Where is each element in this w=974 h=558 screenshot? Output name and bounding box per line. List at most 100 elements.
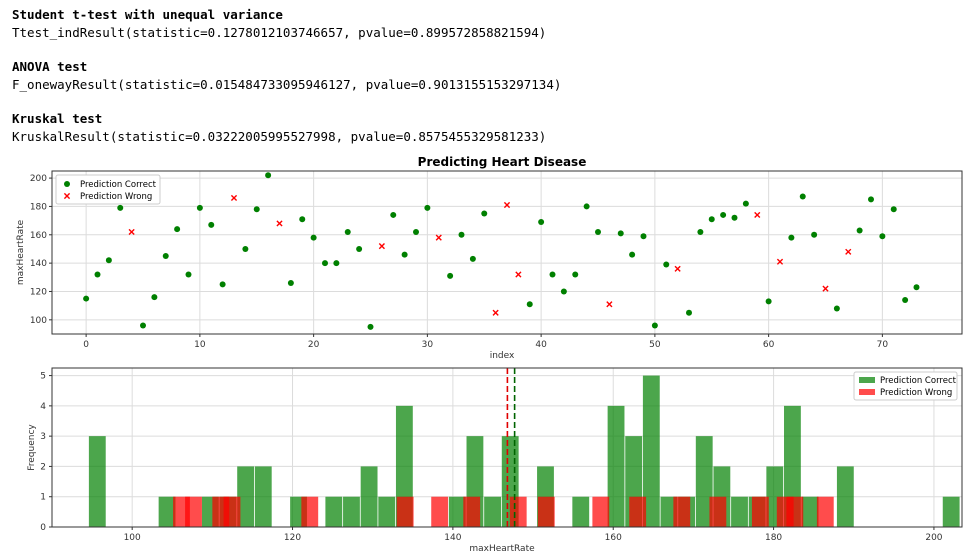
histogram-bar-wrong [396, 496, 414, 527]
scatter-point-correct [458, 231, 465, 238]
scatter-point-wrong [606, 301, 613, 308]
scatter-point-correct [879, 233, 886, 240]
scatter-point-correct [413, 228, 419, 235]
scatter-chart: 0 10 20 30 40 50 60 70 100 120 140 160 180 200 Predict… [16, 155, 963, 361]
scatter-point-wrong [674, 265, 681, 272]
scatter-point-correct [833, 305, 840, 312]
histogram-x-tick-label: 140 [444, 533, 461, 543]
scatter-point-wrong [492, 309, 499, 316]
scatter-x-tick-label: 60 [763, 340, 775, 350]
anova-result: F_onewayResult(statistic=0.0154847330959… [12, 77, 562, 92]
histogram-chart: 100 120 140 160 180 200 0 1 2 3 4 5 maxHeartRate Freq… [27, 367, 963, 554]
scatter-x-tick-label: 0 [83, 340, 89, 350]
charts-figure: 0 10 20 30 40 50 60 70100120140160180200Predict… [16, 155, 963, 554]
scatter-point-correct [811, 231, 818, 238]
histogram-bar-correct [660, 496, 678, 527]
scatter-point-wrong [754, 211, 761, 219]
legend-swatch-correct [859, 377, 875, 383]
histogram-bar-wrong [816, 496, 834, 527]
scatter-x-tick-label: 20 [308, 340, 320, 350]
scatter-point-correct [344, 228, 351, 235]
scatter-point-wrong [128, 228, 135, 236]
kruskal-heading: Kruskal test [12, 111, 103, 126]
scatter-point-correct [242, 245, 249, 252]
legend-label-wrong: Prediction Wrong [80, 192, 152, 202]
scatter-point-correct [185, 271, 192, 278]
scatter-point-correct [401, 251, 408, 258]
histogram-y-tick-label: 4 [40, 402, 46, 412]
scatter-point-wrong-stroke [776, 258, 784, 265]
histogram-legend-box [853, 371, 958, 401]
histogram-bar-correct [642, 375, 660, 527]
scatter-point-correct [617, 230, 624, 237]
scatter-point-wrong [845, 248, 852, 255]
scatter-point-correct [595, 228, 601, 235]
scatter-point-correct [424, 204, 431, 211]
scatter-point-correct [538, 219, 545, 226]
histogram-bar-wrong [301, 496, 319, 527]
legend-marker-wrong [63, 192, 71, 200]
scatter-x-tick-label: 50 [649, 340, 661, 350]
scatter-point-correct [196, 204, 203, 211]
scatter-x-tick-label: 30 [422, 340, 434, 350]
histogram-bar-correct [572, 496, 590, 527]
scatter-point-correct [731, 214, 738, 221]
ttest-result: Ttest_indResult(statistic=0.127801210374… [12, 25, 547, 40]
scatter-point-correct [83, 295, 90, 302]
scatter-point-wrong [276, 220, 283, 227]
scatter-y-tick-label: 140 [30, 259, 47, 269]
histogram-x-tick-label: 120 [284, 533, 301, 543]
histogram-bar-correct [325, 496, 343, 527]
scatter-point-correct [856, 227, 863, 234]
histogram-bar-correct [731, 496, 748, 527]
histogram-frame [51, 367, 963, 528]
histogram-bar-correct [836, 466, 854, 527]
legend-label-correct: Prediction Correct [880, 376, 957, 386]
scatter-point-correct [902, 296, 909, 303]
scatter-point-correct [310, 234, 317, 241]
scatter-point-wrong-stroke [515, 271, 522, 278]
scatter-x-tick-label: 70 [877, 340, 889, 350]
scatter-point-wrong-stroke [845, 248, 852, 255]
histogram-bar-correct [254, 466, 272, 527]
scatter-point-wrong [515, 271, 522, 278]
scatter-point-correct [651, 322, 658, 329]
ttest-block: Student t-test with unequal variance Tte… [12, 6, 962, 42]
histogram-x-tick-label: 160 [605, 533, 622, 543]
scatter-point-wrong [435, 234, 442, 241]
scatter-y-tick-label: 100 [30, 316, 47, 326]
scatter-title: Predicting Heart Disease [418, 155, 587, 169]
scatter-legend-box [55, 174, 161, 205]
anova-block: ANOVA test F_onewayResult(statistic=0.01… [12, 58, 962, 94]
histogram-bar-correct [695, 436, 713, 527]
histogram-bar-wrong [751, 496, 769, 527]
histogram-bar-wrong [463, 496, 481, 527]
histogram-bar-wrong [431, 496, 449, 527]
scatter-point-correct [788, 234, 795, 241]
scatter-point-correct [583, 203, 590, 210]
histogram-bar-wrong [185, 496, 202, 527]
histogram-bar-correct [378, 496, 396, 527]
kruskal-block: Kruskal test KruskalResult(statistic=0.0… [12, 110, 962, 146]
scatter-point-correct [640, 233, 647, 240]
histogram-bar-wrong [537, 496, 555, 527]
histogram-bar-wrong [629, 496, 647, 527]
scatter-point-correct [253, 206, 260, 213]
legend-swatch-wrong [859, 389, 875, 395]
scatter-frame [51, 170, 963, 335]
scatter-point-wrong-stroke [276, 220, 283, 227]
histogram-bar-correct [942, 496, 960, 527]
scatter-y-tick-label: 180 [30, 202, 47, 212]
histogram-bar-wrong [223, 496, 241, 527]
scatter-point-wrong [230, 194, 238, 202]
scatter-point-correct [686, 309, 692, 316]
scatter-point-wrong-stroke [822, 285, 829, 292]
histogram-bar-correct [360, 466, 378, 527]
scatter-point-correct [94, 271, 101, 278]
histogram-bar-wrong [592, 496, 610, 527]
scatter-point-wrong-stroke [378, 243, 385, 250]
histogram-bar-correct [801, 496, 819, 527]
scatter-point-correct [742, 200, 749, 207]
histogram-y-axis-label: Frequency [27, 424, 37, 471]
scatter-point-correct [549, 271, 556, 278]
